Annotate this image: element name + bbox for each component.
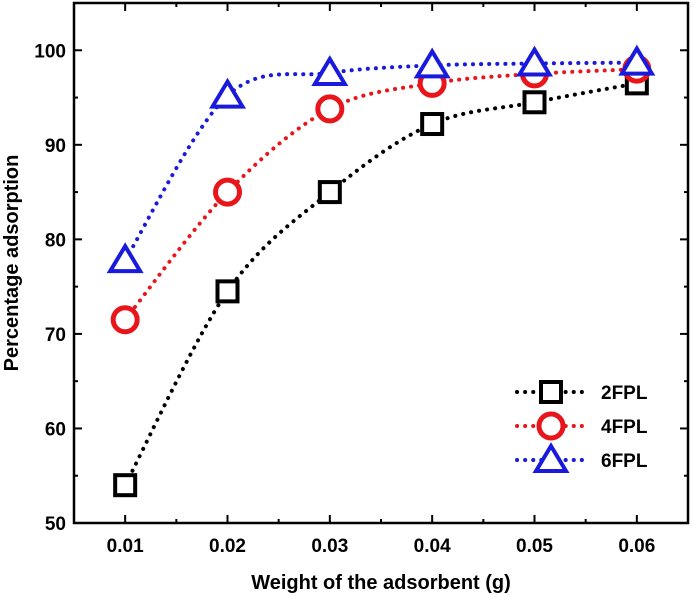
legend-marker-2fpl <box>539 380 563 404</box>
series-markers-6fpl <box>106 44 656 274</box>
legend: 2FPL 4FPL 6FPL <box>515 380 648 473</box>
x-tick-label: 0.03 <box>311 536 348 557</box>
y-tick-label: 70 <box>45 325 66 346</box>
legend-marker-6fpl <box>532 442 570 473</box>
y-tick-label: 90 <box>45 136 66 157</box>
data-point-6fpl <box>106 242 144 274</box>
plot-frame <box>72 1 690 525</box>
series-markers-2fpl <box>113 71 649 498</box>
data-point-2fpl <box>215 279 240 304</box>
y-axis-ticks: 50 60 70 80 90 100 <box>34 41 688 535</box>
data-point-2fpl <box>317 180 342 205</box>
data-point-4fpl <box>315 94 345 124</box>
legend-label-2fpl: 2FPL <box>601 383 648 404</box>
legend-marker-4fpl <box>536 411 566 441</box>
x-tick-label: 0.06 <box>618 536 655 557</box>
x-tick-label: 0.04 <box>414 536 451 557</box>
data-point-6fpl <box>618 44 656 76</box>
x-tick-label: 0.02 <box>209 536 246 557</box>
x-tick-label: 0.01 <box>107 536 144 557</box>
data-point-6fpl <box>208 77 247 109</box>
y-tick-label: 60 <box>45 419 66 440</box>
y-axis-title: Percentage adsorption <box>1 155 23 372</box>
y-tick-label: 50 <box>45 514 66 535</box>
x-tick-label: 0.05 <box>516 536 553 557</box>
series-layer <box>106 44 656 498</box>
data-point-4fpl <box>110 305 140 335</box>
legend-item-6fpl: 6FPL <box>515 442 648 473</box>
x-axis-ticks: 0.01 0.02 0.03 0.04 0.05 0.06 <box>73 3 689 557</box>
data-point-2fpl <box>522 90 547 115</box>
data-point-6fpl <box>413 47 451 79</box>
series-markers-4fpl <box>110 54 652 335</box>
legend-item-2fpl: 2FPL <box>515 380 648 404</box>
y-tick-label: 100 <box>34 41 66 62</box>
data-point-4fpl <box>213 177 242 207</box>
series-line-4fpl <box>123 67 639 322</box>
series-4fpl <box>123 67 639 322</box>
data-point-2fpl <box>113 473 138 498</box>
data-point-6fpl <box>515 45 554 77</box>
x-axis-title: Weight of the adsorbent (g) <box>251 572 511 594</box>
legend-label-4fpl: 4FPL <box>601 417 648 438</box>
y-tick-label: 80 <box>45 230 66 251</box>
data-point-2fpl <box>420 112 445 137</box>
legend-item-4fpl: 4FPL <box>515 411 648 441</box>
data-point-6fpl <box>311 55 349 86</box>
legend-label-6fpl: 6FPL <box>601 451 648 472</box>
